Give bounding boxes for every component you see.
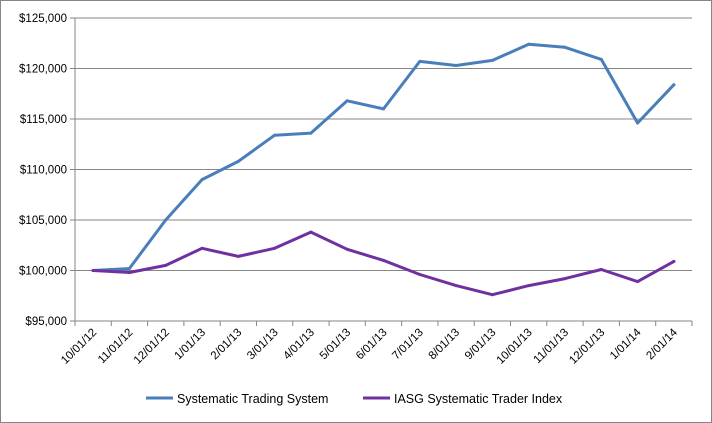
- data-point-systematic-trading-system: [672, 83, 676, 87]
- x-tick-label: 2/01/13: [209, 327, 245, 363]
- data-point-systematic-trading-system: [418, 59, 422, 63]
- data-point-iasg-systematic-trader-index: [382, 258, 385, 262]
- data-point-iasg-systematic-trader-index: [127, 271, 131, 274]
- x-tick-label: 5/01/13: [318, 327, 354, 363]
- y-tick-label: $100,000: [19, 266, 67, 278]
- legend-label-iasg-systematic-trader-index: IASG Systematic Trader Index: [394, 392, 563, 406]
- legend-label-systematic-trading-system: Systematic Trading System: [177, 392, 328, 406]
- x-tick-label: 8/01/13: [427, 327, 463, 363]
- data-point-systematic-trading-system: [599, 57, 603, 61]
- data-point-iasg-systematic-trader-index: [672, 259, 676, 263]
- data-point-systematic-trading-system: [636, 121, 640, 125]
- data-point-systematic-trading-system: [200, 178, 204, 182]
- x-tick-label: 6/01/13: [354, 327, 390, 363]
- y-axis-ticks: $95,000 $100,000 $105,000 $110,000 $115,000 $…: [19, 13, 75, 328]
- data-point-iasg-systematic-trader-index: [527, 284, 531, 288]
- x-tick-label: 3/01/13: [245, 327, 281, 363]
- x-tick-label: 2/01/14: [644, 326, 680, 362]
- y-tick-label: $95,000: [25, 316, 67, 328]
- series-line-iasg-systematic-trader-index: [91, 230, 676, 297]
- x-tick-label: 7/01/13: [390, 327, 426, 363]
- y-tick-label: $120,000: [19, 64, 67, 76]
- x-tick-label: 9/01/13: [463, 327, 499, 363]
- x-tick-label: 1/01/14: [608, 326, 644, 362]
- data-point-systematic-trading-system: [563, 45, 567, 49]
- x-tick-label: 4/01/13: [281, 327, 317, 363]
- data-point-iasg-systematic-trader-index: [164, 263, 168, 267]
- data-point-systematic-trading-system: [273, 133, 277, 137]
- data-point-iasg-systematic-trader-index: [490, 293, 494, 297]
- data-point-systematic-trading-system: [490, 58, 494, 62]
- data-point-systematic-trading-system: [527, 42, 531, 46]
- y-tick-label: $110,000: [20, 165, 67, 177]
- data-point-systematic-trading-system: [345, 99, 349, 103]
- legend: Systematic Trading System IASG Systemati…: [146, 392, 563, 406]
- x-tick-label: 11/01/13: [532, 327, 572, 367]
- y-tick-label: $105,000: [19, 215, 67, 227]
- data-point-systematic-trading-system: [127, 267, 131, 270]
- x-tick-label: 1/01/13: [173, 327, 209, 363]
- data-point-iasg-systematic-trader-index: [454, 284, 458, 288]
- gridlines: [75, 17, 692, 322]
- x-tick-label: 10/01/13: [495, 327, 535, 367]
- data-point-iasg-systematic-trader-index: [599, 268, 603, 271]
- data-point-systematic-trading-system: [164, 218, 168, 222]
- series-layer: [91, 42, 676, 297]
- data-point-iasg-systematic-trader-index: [273, 246, 277, 250]
- x-tick-label: 12/01/12: [132, 327, 172, 367]
- legend-item-0: Systematic Trading System: [146, 392, 328, 406]
- x-tick-label: 12/01/13: [567, 327, 607, 367]
- data-point-iasg-systematic-trader-index: [345, 247, 349, 251]
- data-point-iasg-systematic-trader-index: [200, 246, 204, 250]
- data-point-iasg-systematic-trader-index: [563, 277, 567, 281]
- data-point-iasg-systematic-trader-index: [418, 273, 422, 276]
- data-point-systematic-trading-system: [309, 131, 313, 135]
- legend-item-1: IASG Systematic Trader Index: [363, 392, 563, 406]
- y-tick-label: $125,000: [19, 13, 67, 25]
- data-point-iasg-systematic-trader-index: [636, 280, 640, 284]
- series-line-systematic-trading-system: [91, 42, 676, 272]
- x-tick-label: 11/01/12: [96, 327, 136, 367]
- data-point-iasg-systematic-trader-index: [91, 269, 95, 272]
- x-tick-label: 10/01/12: [59, 327, 99, 367]
- data-point-iasg-systematic-trader-index: [236, 254, 240, 258]
- data-point-iasg-systematic-trader-index: [309, 230, 313, 234]
- data-point-systematic-trading-system: [454, 64, 458, 67]
- data-point-systematic-trading-system: [236, 159, 240, 163]
- data-point-systematic-trading-system: [382, 107, 385, 111]
- y-tick-label: $115,000: [20, 114, 67, 126]
